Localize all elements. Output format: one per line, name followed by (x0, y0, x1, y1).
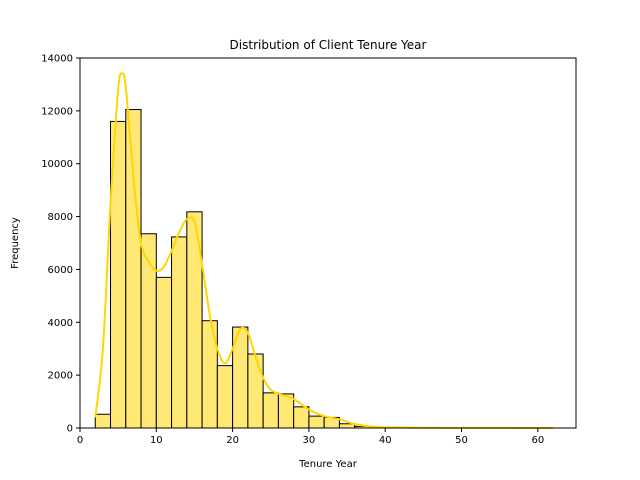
histogram-bar (155, 276, 173, 429)
x-tick-label: 0 (77, 435, 83, 446)
y-tick-label: 12000 (41, 106, 73, 117)
histogram-bar (293, 406, 310, 429)
x-tick-label: 60 (531, 435, 544, 446)
y-tick-label: 0 (67, 424, 73, 435)
y-axis-label: Frequency (10, 217, 21, 269)
bars (94, 109, 554, 429)
x-tick-label: 50 (455, 435, 468, 446)
y-tick-label: 2000 (48, 371, 73, 382)
x-tick-label: 30 (303, 435, 316, 446)
y-tick-label: 6000 (48, 265, 73, 276)
histogram-bar (94, 413, 112, 429)
histogram-bar (125, 109, 142, 429)
x-axis-label: Tenure Year (298, 459, 358, 470)
histogram-bar (277, 393, 295, 429)
histogram-bar (247, 353, 264, 429)
y-tick-label: 10000 (41, 159, 73, 170)
y-tick-label: 8000 (48, 212, 73, 223)
y-tick-label: 4000 (48, 318, 73, 329)
x-tick-label: 10 (150, 435, 163, 446)
kde-line (94, 72, 554, 429)
histogram-bar (216, 365, 234, 429)
histogram-bar (308, 415, 325, 429)
histogram-bar (262, 392, 279, 429)
plot-frame (79, 57, 577, 429)
x-axis-ticks: 0 10 20 30 40 50 60 (77, 428, 544, 446)
x-tick-label: 40 (379, 435, 392, 446)
y-axis-ticks: 0 2000 4000 6000 8000 10000 12000 14000 (41, 54, 80, 435)
histogram-bar (171, 236, 188, 429)
x-tick-label: 20 (226, 435, 239, 446)
chart-title: Distribution of Client Tenure Year (230, 38, 427, 52)
y-tick-label: 14000 (41, 54, 73, 65)
